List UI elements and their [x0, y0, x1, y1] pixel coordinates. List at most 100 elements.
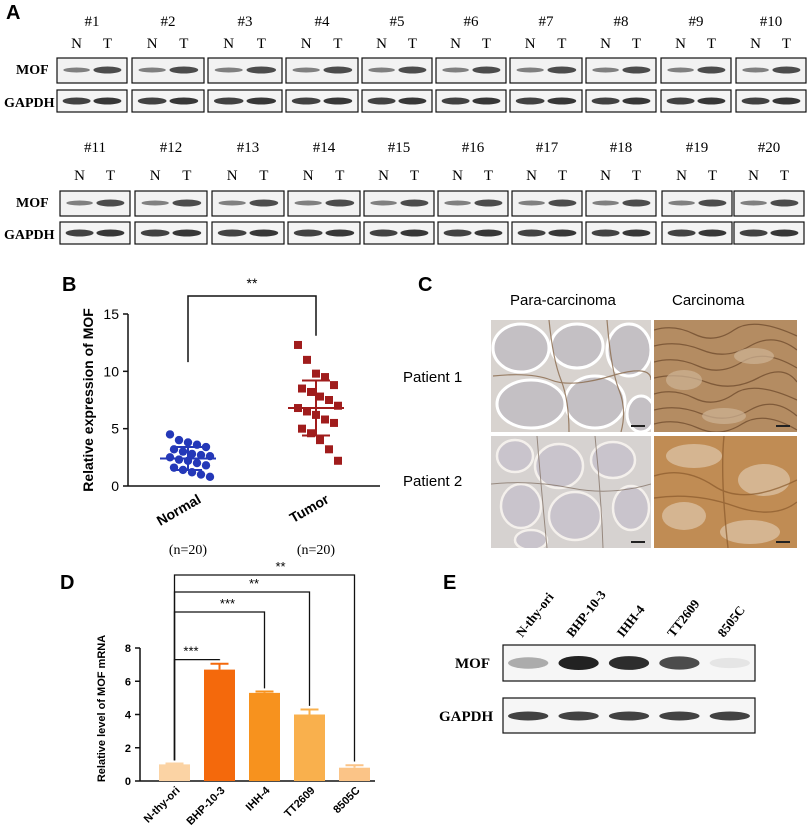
sample-label: #9 — [689, 14, 704, 30]
mof-band-t — [400, 199, 429, 207]
gapdh-band-n — [591, 97, 620, 105]
mof-band-n — [141, 200, 169, 206]
data-point-tumor — [330, 418, 338, 427]
bar — [294, 714, 325, 781]
western-blot-e: MOF GAPDH N-thy-ori BHP-10-3 IHH-4 TT2609 8505… — [439, 587, 756, 734]
gapdh-blot-box — [211, 221, 285, 245]
lane-label-t: T — [408, 36, 417, 52]
gapdh-blot-box — [435, 89, 507, 113]
mof-band — [659, 656, 700, 670]
mof-band-n — [740, 200, 767, 206]
data-point-normal — [174, 435, 184, 445]
gapdh-band-t — [622, 97, 651, 105]
lane-label-t: T — [708, 168, 717, 184]
ihc-image-patient1-para — [491, 320, 651, 432]
gapdh-band-n — [741, 97, 770, 105]
lane-label-n: N — [223, 36, 234, 52]
sample-label: #4 — [315, 14, 331, 30]
panel-e: E MOF GAPDH N-thy-ori BHP-10-3 IHH-4 TT2609 85… — [400, 562, 809, 826]
data-point-tumor — [325, 445, 333, 454]
mof-band-t — [548, 199, 577, 207]
gapdh-band-n — [65, 229, 94, 237]
gapdh-band-n — [137, 97, 167, 105]
significance-label: *** — [183, 644, 198, 659]
data-point-tumor — [330, 381, 338, 390]
gapdh-blot-box — [59, 221, 131, 245]
gapdh-band-t — [323, 97, 353, 105]
mof-band-t — [770, 199, 799, 207]
gapdh-band — [659, 711, 700, 721]
mof-band-n — [667, 67, 694, 73]
data-point-tumor — [298, 424, 306, 433]
gapdh-blot-box — [437, 221, 509, 245]
lane-label: N-thy-ori — [513, 589, 557, 640]
gapdh-band-t — [472, 97, 501, 105]
panel-label-c: C — [418, 274, 433, 296]
lane-label-n: N — [750, 36, 761, 52]
data-point-tumor — [298, 384, 306, 393]
gapdh-band — [709, 711, 750, 721]
lane-label-t: T — [106, 168, 115, 184]
y-tick-label: 6 — [125, 676, 131, 688]
lane-label-n: N — [525, 36, 536, 52]
lane-label: TT2609 — [664, 596, 703, 640]
gapdh-blot-box — [585, 89, 657, 113]
lane-label-n: N — [450, 36, 461, 52]
data-point-normal — [192, 458, 202, 468]
data-point-tumor — [312, 369, 320, 378]
gapdh-band-n — [739, 229, 768, 237]
row-label-patient-2: Patient 2 — [403, 473, 463, 490]
gapdh-band-n — [667, 229, 696, 237]
lane-label-t: T — [484, 168, 493, 184]
lane-label-n: N — [526, 168, 537, 184]
lane-label-n: N — [301, 36, 312, 52]
gapdh-blot-box — [207, 89, 283, 113]
gapdh-band-t — [474, 229, 503, 237]
mof-band-t — [622, 66, 651, 74]
mof-band-n — [592, 200, 619, 206]
gapdh-band-n — [517, 229, 546, 237]
mof-band-t — [772, 66, 801, 74]
y-tick-label: 4 — [125, 710, 132, 722]
lane-label-t: T — [632, 168, 641, 184]
gapdh-blot-box — [735, 89, 807, 113]
mof-band-n — [518, 200, 545, 206]
panel-label-a: A — [6, 2, 21, 24]
mof-band-n — [592, 67, 619, 73]
sample-label: #15 — [388, 140, 411, 156]
mof-band-n — [66, 200, 93, 206]
sample-label: #1 — [85, 14, 100, 30]
y-tick-label: 0 — [111, 478, 119, 494]
lane-label-n: N — [675, 36, 686, 52]
gapdh-blot-box — [509, 89, 583, 113]
data-point-normal — [201, 442, 211, 452]
x-category-label: Tumor — [287, 490, 332, 525]
blot-label-gapdh: GAPDH — [4, 96, 55, 111]
sample-label: #16 — [462, 140, 485, 156]
sample-label: #18 — [610, 140, 633, 156]
sample-label: #8 — [614, 14, 629, 30]
blot-label-mof: MOF — [455, 656, 490, 672]
gapdh-band-t — [169, 97, 199, 105]
mof-band-n — [294, 200, 322, 206]
y-tick-label: 15 — [103, 306, 119, 322]
gapdh-blot-box — [733, 221, 805, 245]
lane-label-n: N — [600, 168, 611, 184]
lane-label-t: T — [780, 168, 789, 184]
lane-label-t: T — [335, 168, 344, 184]
mof-band-t — [169, 66, 199, 74]
gapdh-band-t — [772, 97, 801, 105]
gapdh-blot-box — [361, 89, 433, 113]
mof-band-t — [547, 66, 577, 74]
mof-band-n — [218, 200, 246, 206]
mof-band-t — [622, 199, 651, 207]
gapdh-band-n — [217, 229, 247, 237]
mof-band-t — [472, 66, 501, 74]
lane-label-t: T — [103, 36, 112, 52]
gapdh-band-t — [93, 97, 122, 105]
gapdh-blot-box — [134, 221, 208, 245]
mof-band-n — [138, 67, 166, 73]
gapdh-band-t — [697, 97, 726, 105]
significance-bracket — [173, 574, 356, 762]
